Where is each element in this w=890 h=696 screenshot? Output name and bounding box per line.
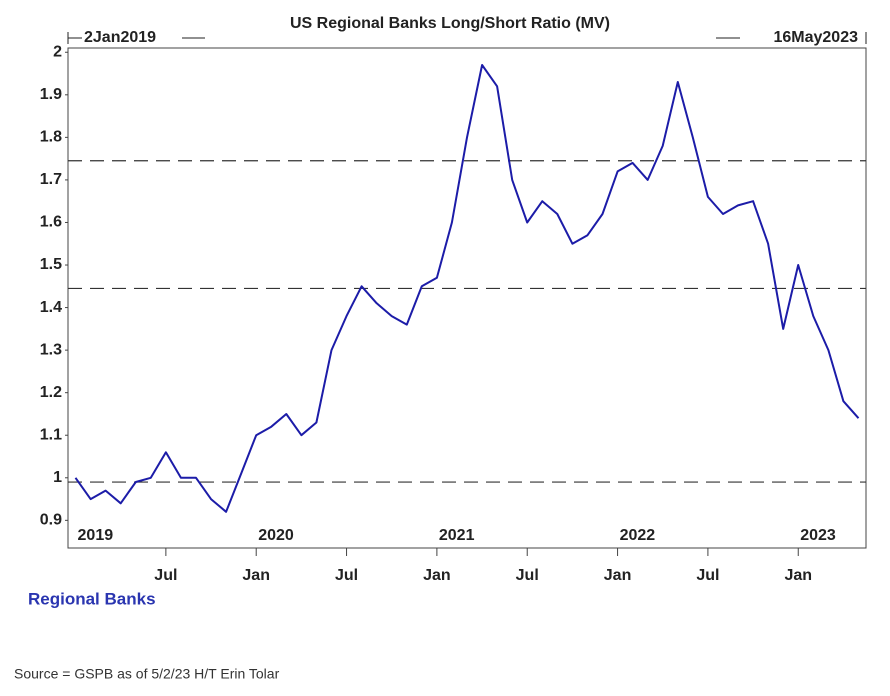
y-tick-label: 0.9 <box>40 512 62 529</box>
x-tick-label: Jul <box>696 567 719 584</box>
y-tick-label: 1.8 <box>40 129 62 146</box>
x-tick-label: Jul <box>335 567 358 584</box>
y-tick-label: 1.6 <box>40 214 62 231</box>
source: Source = GSPB as of 5/2/23 H/T Erin Tola… <box>14 666 280 682</box>
x-tick-label: Jul <box>154 567 177 584</box>
x-tick-label: Jan <box>784 567 812 584</box>
x-tick-label: Jan <box>604 567 632 584</box>
year-label: 2023 <box>800 527 836 544</box>
x-tick-label: Jan <box>242 567 270 584</box>
year-label: 2020 <box>258 527 294 544</box>
series-line <box>74 64 860 513</box>
chart-title: US Regional Banks Long/Short Ratio (MV) <box>290 15 610 32</box>
y-tick-label: 1.4 <box>40 299 62 316</box>
y-tick-label: 1.2 <box>40 384 62 401</box>
y-tick-label: 1.9 <box>40 86 62 103</box>
y-tick-label: 1 <box>53 469 62 486</box>
x-tick-label: Jul <box>516 567 539 584</box>
legend-label: Regional Banks <box>28 589 156 608</box>
start-label: 2Jan2019 <box>84 29 156 46</box>
y-tick-label: 1.3 <box>40 341 62 358</box>
y-tick-label: 1.7 <box>40 171 62 188</box>
y-tick-label: 1.1 <box>40 426 62 443</box>
year-label: 2019 <box>78 527 114 544</box>
end-label: 16May2023 <box>773 29 858 46</box>
y-tick-label: 2 <box>53 43 62 60</box>
x-tick-label: Jan <box>423 567 451 584</box>
year-label: 2021 <box>439 527 475 544</box>
plot-frame <box>67 47 867 549</box>
y-tick-label: 1.5 <box>40 256 62 273</box>
year-label: 2022 <box>620 527 656 544</box>
